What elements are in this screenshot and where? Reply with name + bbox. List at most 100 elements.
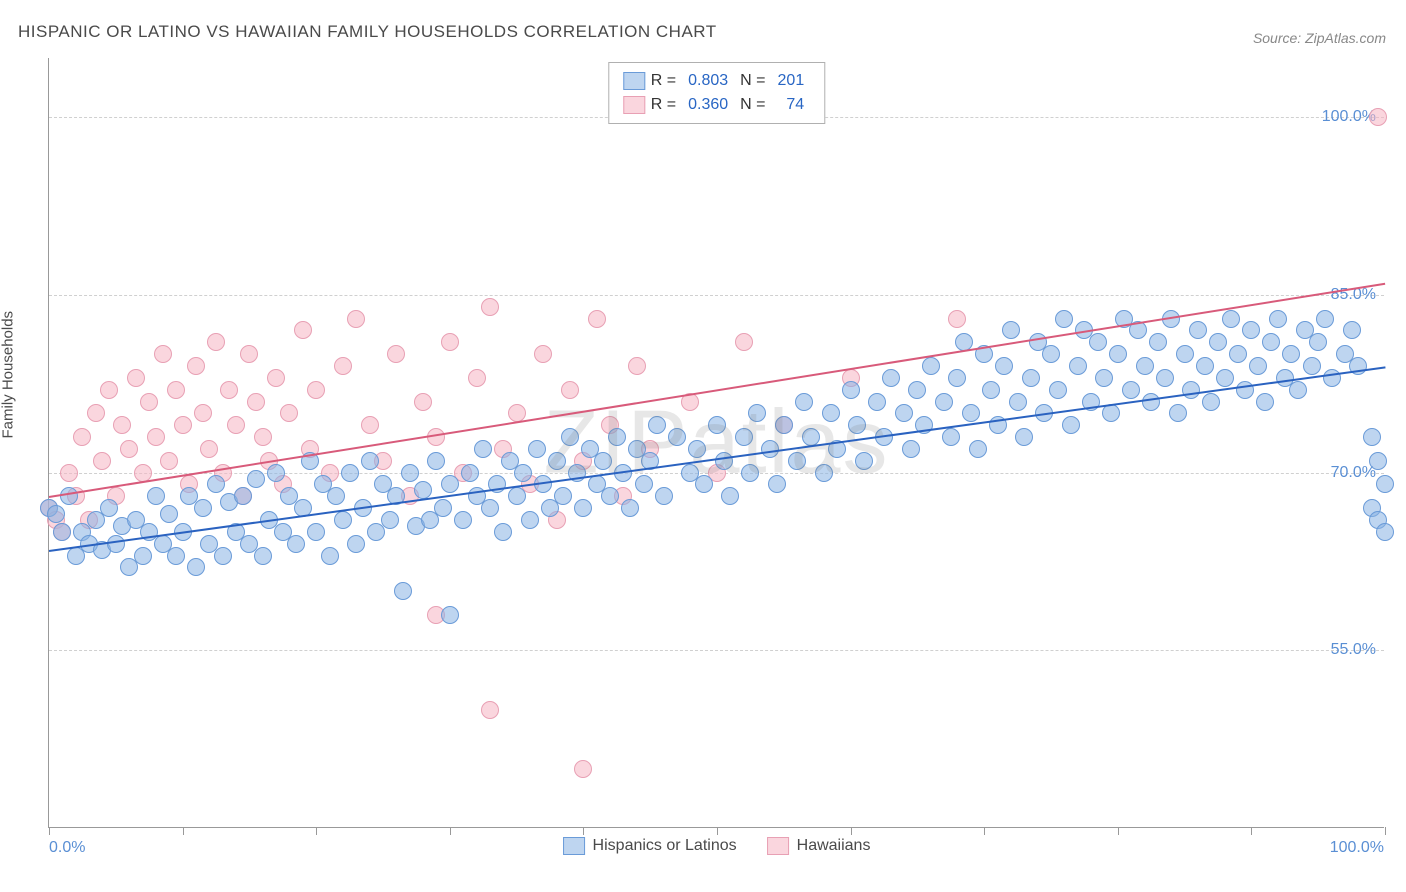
data-point: [1102, 404, 1120, 422]
data-point: [668, 428, 686, 446]
data-point: [280, 404, 298, 422]
data-point: [93, 452, 111, 470]
data-point: [574, 760, 592, 778]
data-point: [220, 381, 238, 399]
data-point: [554, 487, 572, 505]
data-point: [1042, 345, 1060, 363]
data-point: [548, 452, 566, 470]
data-point: [60, 487, 78, 505]
data-point: [741, 464, 759, 482]
data-point: [735, 428, 753, 446]
data-point: [848, 416, 866, 434]
data-point: [735, 333, 753, 351]
data-point: [982, 381, 1000, 399]
x-tick: [49, 827, 50, 835]
data-point: [588, 310, 606, 328]
legend-item: Hispanics or Latinos: [563, 837, 737, 855]
data-point: [635, 475, 653, 493]
data-point: [1256, 393, 1274, 411]
data-point: [87, 404, 105, 422]
data-point: [1369, 452, 1387, 470]
data-point: [1095, 369, 1113, 387]
data-point: [648, 416, 666, 434]
data-point: [461, 464, 479, 482]
data-point: [387, 345, 405, 363]
data-point: [160, 452, 178, 470]
data-point: [935, 393, 953, 411]
data-point: [775, 416, 793, 434]
x-tick: [1251, 827, 1252, 835]
data-point: [1169, 404, 1187, 422]
x-tick: [851, 827, 852, 835]
data-point: [948, 369, 966, 387]
data-point: [1216, 369, 1234, 387]
data-point: [1303, 357, 1321, 375]
data-point: [174, 416, 192, 434]
data-point: [247, 470, 265, 488]
legend-r-label: R =: [651, 93, 676, 117]
legend-r-value: 0.360: [682, 93, 734, 117]
legend-swatch: [563, 837, 585, 855]
legend-swatch: [767, 837, 789, 855]
gridline: [49, 295, 1384, 296]
data-point: [1369, 108, 1387, 126]
data-point: [361, 416, 379, 434]
data-point: [254, 428, 272, 446]
data-point: [962, 404, 980, 422]
data-point: [454, 511, 472, 529]
data-point: [240, 345, 258, 363]
data-point: [494, 523, 512, 541]
legend-stat-row: R =0.360N = 74: [623, 93, 810, 117]
data-point: [1209, 333, 1227, 351]
data-point: [140, 393, 158, 411]
data-point: [227, 416, 245, 434]
x-tick: [717, 827, 718, 835]
data-point: [1316, 310, 1334, 328]
x-tick-label: 0.0%: [49, 839, 85, 857]
data-point: [948, 310, 966, 328]
data-point: [321, 547, 339, 565]
data-point: [995, 357, 1013, 375]
data-point: [1142, 393, 1160, 411]
data-point: [1202, 393, 1220, 411]
data-point: [1323, 369, 1341, 387]
legend-n-label: N =: [740, 93, 765, 117]
y-tick-label: 70.0%: [1331, 464, 1376, 482]
data-point: [561, 428, 579, 446]
data-point: [100, 381, 118, 399]
data-point: [427, 452, 445, 470]
data-point: [1229, 345, 1247, 363]
data-point: [200, 440, 218, 458]
data-point: [768, 475, 786, 493]
data-point: [347, 535, 365, 553]
data-point: [1242, 321, 1260, 339]
data-point: [868, 393, 886, 411]
source-attribution: Source: ZipAtlas.com: [1253, 30, 1386, 46]
data-point: [788, 452, 806, 470]
legend-swatch: [623, 72, 645, 90]
x-tick: [450, 827, 451, 835]
data-point: [695, 475, 713, 493]
legend-label: Hawaiians: [797, 837, 871, 855]
x-tick: [583, 827, 584, 835]
data-point: [468, 369, 486, 387]
data-point: [160, 505, 178, 523]
data-point: [795, 393, 813, 411]
data-point: [715, 452, 733, 470]
data-point: [1262, 333, 1280, 351]
data-point: [1222, 310, 1240, 328]
data-point: [855, 452, 873, 470]
data-point: [60, 464, 78, 482]
data-point: [561, 381, 579, 399]
data-point: [822, 404, 840, 422]
data-point: [481, 701, 499, 719]
data-point: [815, 464, 833, 482]
legend-r-label: R =: [651, 69, 676, 93]
data-point: [361, 452, 379, 470]
data-point: [594, 452, 612, 470]
data-point: [334, 357, 352, 375]
legend-n-value: 74: [772, 93, 811, 117]
data-point: [73, 428, 91, 446]
data-point: [1176, 345, 1194, 363]
data-point: [1376, 523, 1394, 541]
